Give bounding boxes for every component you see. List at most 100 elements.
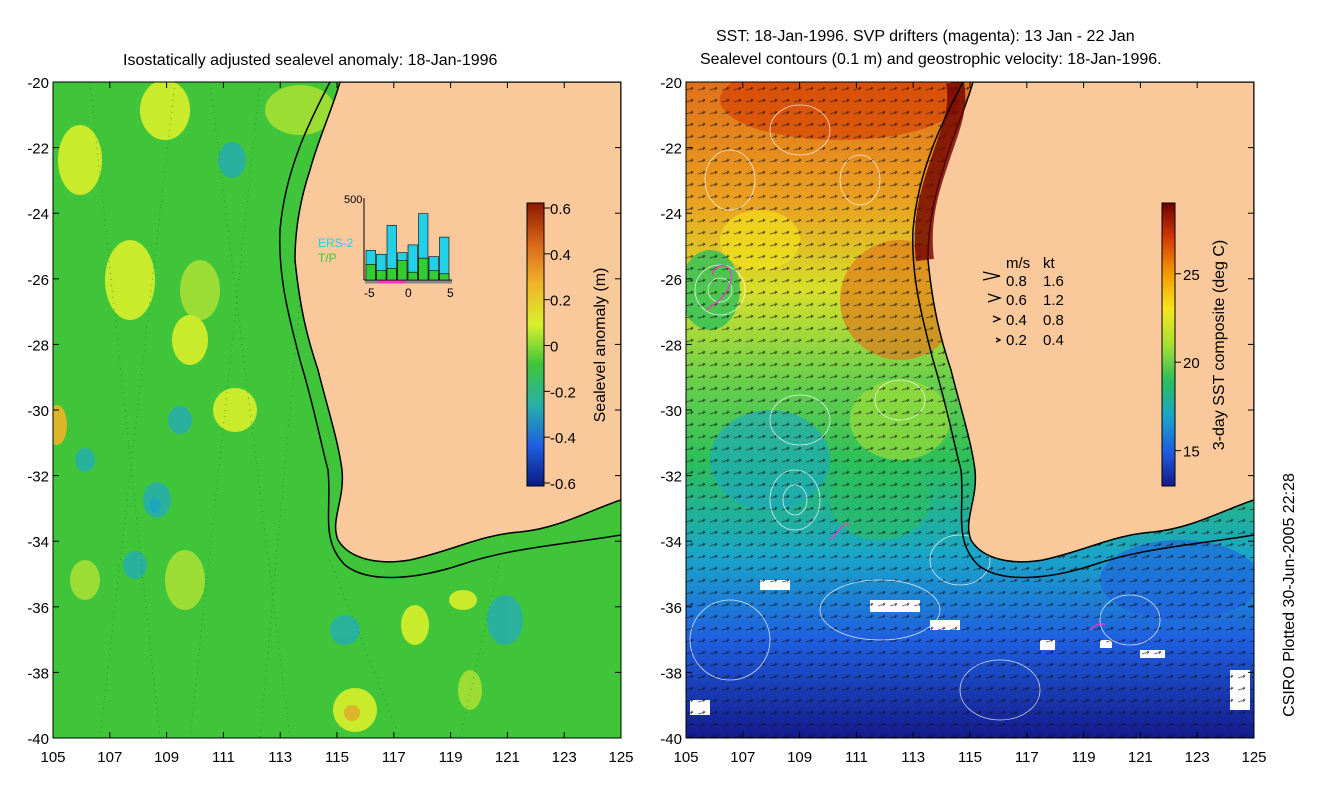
- sealevel-colorbar: [526, 202, 545, 487]
- histogram-bar-tp: [418, 257, 429, 281]
- sst-colorbar-label: 3-day SST composite (deg C): [1211, 240, 1228, 450]
- right-map: [686, 82, 1254, 738]
- histogram-bar-tp: [376, 270, 387, 281]
- left-lat-label: -32: [27, 469, 49, 486]
- sst-colorbar: [1161, 202, 1176, 487]
- velocity-legend-ms: 0.6: [1006, 292, 1027, 309]
- warm-coastal-water: [914, 82, 966, 262]
- right-panel-title-line2: Sealevel contours (0.1 m) and geostrophi…: [700, 51, 1162, 68]
- left-lat-label: -22: [27, 141, 49, 158]
- right-lat-label: -24: [660, 206, 682, 223]
- left-lon-label: 113: [268, 749, 292, 766]
- right-lat-label: -30: [660, 403, 682, 420]
- velocity-legend-ms: 0.8: [1006, 273, 1027, 290]
- right-lon-label: 117: [1015, 749, 1039, 766]
- histogram-bar-tp: [407, 271, 418, 281]
- left-lat-label: -30: [27, 403, 49, 420]
- right-lat-label: -32: [660, 469, 682, 486]
- velocity-legend-ms: 0.4: [1006, 312, 1027, 329]
- sealevel-colorbar-tick-label: 0.4: [550, 247, 571, 264]
- velocity-legend-arrow: [987, 293, 1003, 303]
- sealevel-anomaly-blobs: [53, 82, 523, 732]
- histogram-bar-tp: [428, 270, 439, 281]
- velocity-legend-header-ms: m/s: [1006, 255, 1030, 272]
- right-lon-label: 109: [787, 749, 812, 766]
- sealevel-colorbar-tick-label: 0: [550, 339, 558, 356]
- histogram-xtick: 5: [447, 286, 454, 300]
- right-lat-label: -28: [660, 337, 682, 354]
- right-land-australia: [927, 82, 1254, 563]
- sealevel-contours: [689, 104, 1161, 721]
- left-lon-label: 121: [495, 749, 520, 766]
- right-lon-label: 115: [958, 749, 982, 766]
- left-lat-label: -40: [27, 731, 49, 748]
- right-lon-label: 121: [1128, 749, 1153, 766]
- left-lat-label: -20: [27, 75, 49, 92]
- right-lon-label: 105: [673, 749, 698, 766]
- sealevel-colorbar-tick-label: -0.2: [550, 384, 576, 401]
- right-panel-title-line1: SST: 18-Jan-1996. SVP drifters (magenta)…: [716, 28, 1135, 45]
- histogram-xtick: -5: [364, 286, 375, 300]
- right-lon-label: 125: [1241, 749, 1266, 766]
- right-lat-label: -38: [660, 665, 682, 682]
- left-lat-label: -34: [27, 534, 49, 551]
- left-lon-label: 105: [40, 749, 65, 766]
- sst-colorbar-tick-label: 20: [1183, 355, 1200, 372]
- left-lon-label: 119: [439, 749, 463, 766]
- sst-colorbar-tick-label: 15: [1183, 444, 1200, 461]
- sealevel-colorbar-tick-label: -0.6: [550, 476, 576, 493]
- histogram-bar-tp: [439, 273, 450, 281]
- satellite-ground-tracks: [89, 82, 501, 738]
- sealevel-colorbar-label: Sealevel anomaly (m): [592, 268, 609, 423]
- velocity-legend-header-kt: kt: [1043, 255, 1056, 272]
- left-map: [53, 82, 621, 738]
- right-lat-label: -40: [660, 731, 682, 748]
- histogram-bar-tp: [397, 260, 408, 281]
- velocity-legend-arrow: [982, 271, 1001, 281]
- right-lon-label: 111: [845, 749, 868, 766]
- left-lat-label: -26: [27, 272, 49, 289]
- sealevel-colorbar-tick-label: 0.6: [550, 201, 571, 218]
- right-lat-label: -20: [660, 75, 682, 92]
- left-lon-label: 109: [154, 749, 179, 766]
- histogram-bar-tp: [386, 267, 397, 281]
- right-shelf-contour: [912, 82, 1254, 579]
- credit-text: CSIRO Plotted 30-Jun-2005 22:28: [1281, 473, 1298, 717]
- histogram-ymax-label: 500: [344, 194, 362, 206]
- sealevel-colorbar-tick-label: 0.2: [550, 293, 571, 310]
- left-lat-label: -36: [27, 600, 49, 617]
- right-lat-label: -26: [660, 272, 682, 289]
- right-lon-label: 107: [730, 749, 755, 766]
- left-lon-label: 123: [552, 749, 577, 766]
- left-lon-label: 125: [608, 749, 633, 766]
- right-lon-label: 119: [1072, 749, 1096, 766]
- right-lon-label: 113: [901, 749, 925, 766]
- left-lat-label: -38: [27, 665, 49, 682]
- velocity-legend: [982, 271, 1003, 343]
- left-lon-label: 117: [382, 749, 406, 766]
- histogram-legend-ers2: ERS-2: [318, 236, 354, 250]
- right-lat-label: -34: [660, 534, 682, 551]
- velocity-legend-kt: 1.6: [1043, 273, 1064, 290]
- right-lat-label: -36: [660, 600, 682, 617]
- velocity-legend-arrow: [992, 315, 1002, 323]
- left-lon-label: 111: [212, 749, 235, 766]
- velocity-legend-kt: 0.8: [1043, 312, 1064, 329]
- velocity-legend-kt: 1.2: [1043, 292, 1064, 309]
- velocity-legend-kt: 0.4: [1043, 332, 1064, 349]
- sst-colorbar-tick-label: 25: [1183, 267, 1200, 284]
- velocity-legend-arrow: [995, 337, 1002, 343]
- histogram-xtick: 0: [405, 286, 412, 300]
- histogram-bar-tp: [365, 264, 376, 281]
- histogram-legend-tp: T/P: [318, 251, 337, 265]
- sealevel-colorbar-tick-label: -0.4: [550, 430, 576, 447]
- left-lon-label: 115: [325, 749, 349, 766]
- left-lat-label: -28: [27, 337, 49, 354]
- left-lon-label: 107: [97, 749, 122, 766]
- histogram-inset: [363, 198, 452, 284]
- right-lon-label: 123: [1185, 749, 1210, 766]
- right-lat-label: -22: [660, 141, 682, 158]
- left-shelf-contour: [279, 82, 621, 579]
- svp-drifter-tracks: [705, 264, 1106, 631]
